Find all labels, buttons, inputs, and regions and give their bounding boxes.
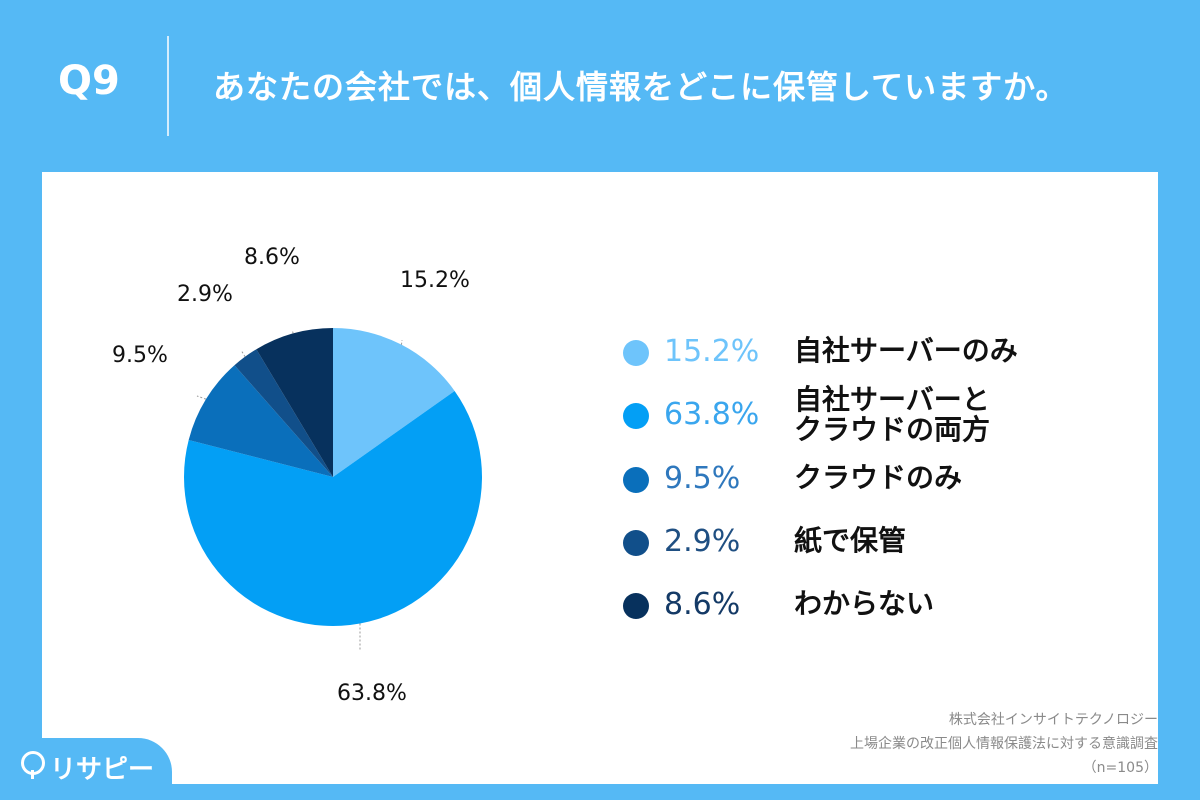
question-header: Q9 あなたの会社では、個人情報をどこに保管していますか。 <box>0 0 1200 172</box>
brand-name: リサピー <box>50 755 155 785</box>
legend-value: 8.6% <box>664 587 741 622</box>
pin-icon <box>21 751 45 779</box>
leader-line-5 <box>291 329 294 334</box>
pie-slice-3 <box>188 365 333 477</box>
leader-line-3 <box>196 395 207 400</box>
header-divider <box>167 36 169 136</box>
legend-value: 9.5% <box>664 461 741 496</box>
legend-value: 15.2% <box>664 334 760 369</box>
data-label-2: 63.8% <box>337 681 407 706</box>
legend-label-line: クラウドの両方 <box>794 413 991 446</box>
legend-swatch <box>623 340 649 366</box>
data-label-1: 15.2% <box>400 268 470 293</box>
footer-survey: 上場企業の改正個人情報保護法に対する意識調査 <box>850 736 1158 752</box>
legend-swatch <box>623 593 649 619</box>
legend-swatch <box>623 403 649 429</box>
legend-label: クラウドのみ <box>794 461 963 494</box>
legend-swatch <box>623 467 649 493</box>
data-label-4: 2.9% <box>177 282 233 307</box>
footer-company: 株式会社インサイトテクノロジー <box>948 712 1158 728</box>
pie-slice-2 <box>183 390 482 627</box>
brand-logo: リサピー <box>0 738 172 800</box>
chart-legend: 15.2% 自社サーバーのみ 63.8% 自社サーバーと クラウドの両方 9.5% クラウド… <box>620 0 1140 800</box>
leader-line-4 <box>240 349 246 357</box>
data-label-5: 8.6% <box>244 245 300 270</box>
legend-value: 2.9% <box>664 524 741 559</box>
question-number: Q9 <box>58 58 120 104</box>
pie-slice-1 <box>333 328 455 477</box>
legend-label: わからない <box>794 587 935 620</box>
question-title: あなたの会社では、個人情報をどこに保管していますか。 <box>213 68 1069 106</box>
legend-label: 自社サーバーのみ <box>794 334 1018 367</box>
legend-value: 63.8% <box>664 397 760 432</box>
pie-slice-4 <box>234 349 333 477</box>
legend-label: 自社サーバーと クラウドの両方 <box>794 385 990 445</box>
leader-line-1 <box>400 339 403 345</box>
footer-sample-size: （n=105） <box>1082 760 1158 776</box>
data-label-3: 9.5% <box>112 343 168 368</box>
legend-label-line: 自社サーバーと <box>794 383 990 416</box>
legend-swatch <box>623 530 649 556</box>
source-footer: 株式会社インサイトテクノロジー 上場企業の改正個人情報保護法に対する意識調査 （… <box>850 708 1158 780</box>
legend-label: 紙で保管 <box>794 524 907 557</box>
pie-slice-5 <box>256 328 333 477</box>
